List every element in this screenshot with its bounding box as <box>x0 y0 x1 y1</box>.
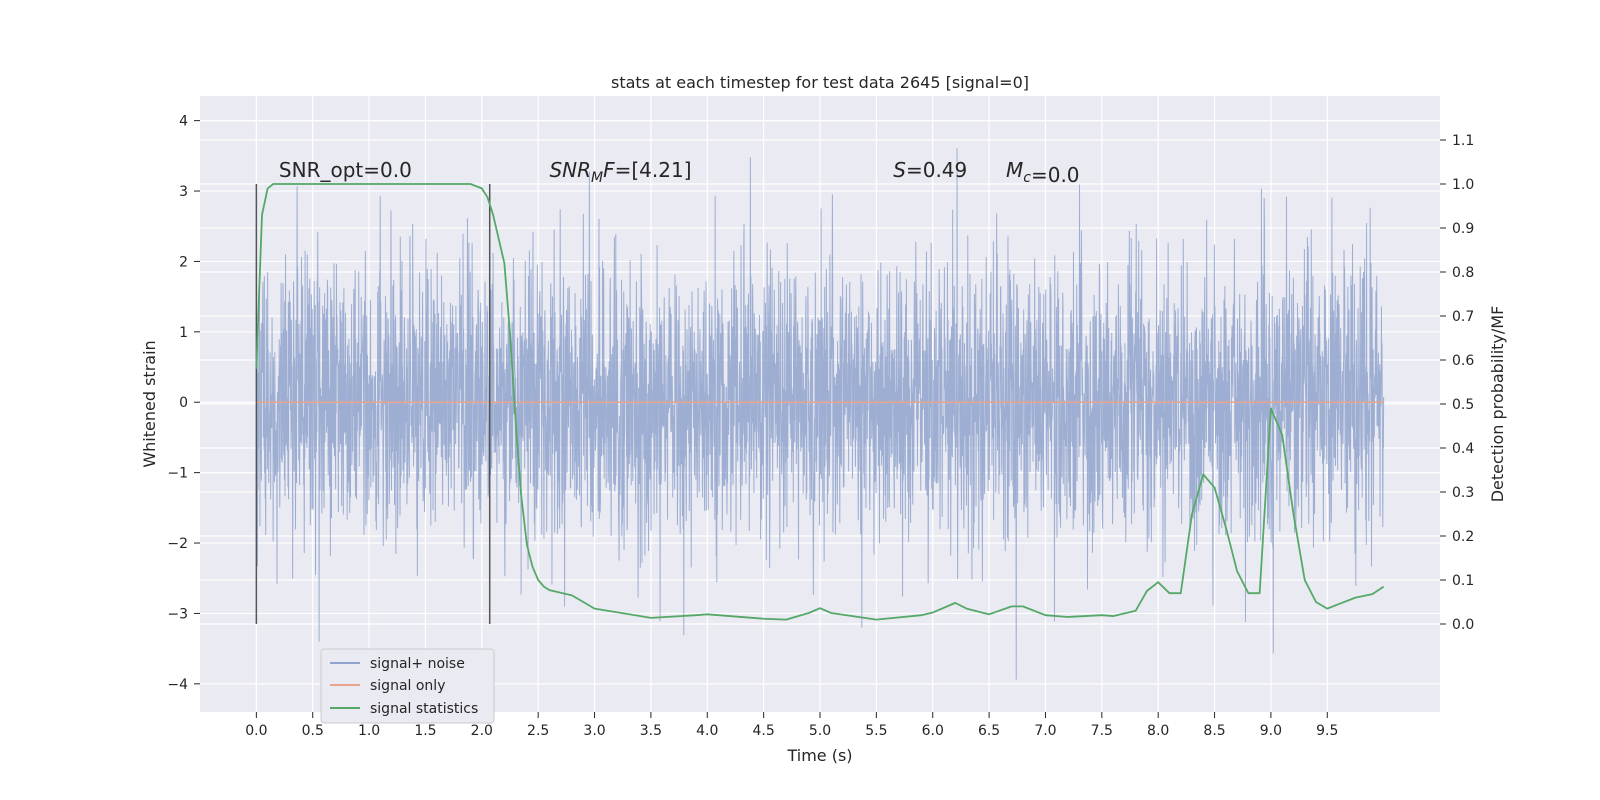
annotation-0: SNR_opt=0.0 <box>279 158 412 182</box>
y-tick-label-8: 4 <box>179 114 188 130</box>
x-tick-label-18: 9.0 <box>1260 723 1282 739</box>
y2-tick-label-10: 1.0 <box>1452 177 1474 193</box>
annotation-3: Mc=0.0 <box>1006 158 1080 187</box>
legend-label-signal: signal only <box>370 678 445 694</box>
annotation-2: S=0.49 <box>893 158 967 182</box>
x-tick-label-8: 4.0 <box>696 723 718 739</box>
legend-box <box>320 648 495 724</box>
y2-tick-label-5: 0.5 <box>1452 397 1474 413</box>
y2-tick-label-4: 0.4 <box>1452 441 1474 457</box>
x-tick-label-4: 2.0 <box>471 723 493 739</box>
y2-tick-label-9: 0.9 <box>1452 221 1474 237</box>
legend-label-noise: signal+ noise <box>370 656 465 672</box>
series-signal-plus-noise <box>255 148 1385 680</box>
y2-tick-label-11: 1.1 <box>1452 133 1474 149</box>
x-tick-label-9: 4.5 <box>753 723 775 739</box>
y-tick-label-7: 3 <box>179 184 188 200</box>
y2-tick-label-6: 0.6 <box>1452 353 1474 369</box>
y-ticks-left: −4 −3 −2 −1 0 1 2 3 4 <box>167 114 200 693</box>
noise-series <box>255 148 1385 680</box>
y2-tick-label-3: 0.3 <box>1452 485 1474 501</box>
x-tick-label-15: 7.5 <box>1091 723 1113 739</box>
y-tick-label-6: 2 <box>179 254 188 270</box>
x-axis-label: Time (s) <box>786 746 852 765</box>
x-tick-label-11: 5.5 <box>865 723 887 739</box>
y-axis-right-label: Detection probability/MF <box>1488 306 1507 503</box>
x-tick-label-2: 1.0 <box>358 723 380 739</box>
y2-tick-label-1: 0.1 <box>1452 573 1474 589</box>
y-axis-label: Whitened strain <box>140 340 159 467</box>
y-tick-label-3: −1 <box>167 466 188 482</box>
annotations: SNR_opt=0.0 SNRMF=[4.21] S=0.49 Mc=0.0 <box>279 158 1080 187</box>
x-tick-label-19: 9.5 <box>1316 723 1338 739</box>
y-tick-label-0: −4 <box>167 677 188 693</box>
statistics-series <box>255 183 1385 621</box>
x-tick-label-6: 3.0 <box>583 723 605 739</box>
x-tick-label-7: 3.5 <box>640 723 662 739</box>
legend-label-statistics: signal statistics <box>370 701 478 717</box>
y-tick-label-5: 1 <box>179 325 188 341</box>
annotation-1: SNRMF=[4.21] <box>549 158 691 186</box>
chart-title: stats at each timestep for test data 264… <box>611 73 1029 92</box>
x-tick-label-16: 8.0 <box>1147 723 1169 739</box>
y2-tick-label-8: 0.8 <box>1452 265 1474 281</box>
x-tick-label-13: 6.5 <box>978 723 1000 739</box>
y-ticks-right: 0.0 0.1 0.2 0.3 0.4 0.5 0.6 0.7 0.8 0.9 1.0 1.1 <box>1440 133 1474 633</box>
vertical-lines <box>255 184 491 624</box>
x-tick-label-0: 0.0 <box>245 723 267 739</box>
x-tick-label-3: 1.5 <box>414 723 436 739</box>
y-tick-label-1: −3 <box>167 606 188 622</box>
series-signal-statistics <box>255 183 1385 621</box>
y2-tick-label-7: 0.7 <box>1452 309 1474 325</box>
x-tick-label-1: 0.5 <box>302 723 324 739</box>
y-tick-label-4: 0 <box>179 395 188 411</box>
x-tick-label-10: 5.0 <box>809 723 831 739</box>
legend: signal+ noise signal only signal statist… <box>320 648 495 724</box>
y2-tick-label-2: 0.2 <box>1452 529 1474 545</box>
x-tick-label-17: 8.5 <box>1203 723 1225 739</box>
x-tick-label-14: 7.0 <box>1034 723 1056 739</box>
x-ticks: 0.0 0.5 1.0 1.5 2.0 2.5 3.0 3.5 4.0 4.5 5.0 5.5 6.0 6… <box>245 712 1338 739</box>
y-tick-label-2: −2 <box>167 536 188 552</box>
y2-tick-label-0: 0.0 <box>1452 617 1474 633</box>
x-tick-label-12: 6.0 <box>922 723 944 739</box>
x-tick-label-5: 2.5 <box>527 723 549 739</box>
